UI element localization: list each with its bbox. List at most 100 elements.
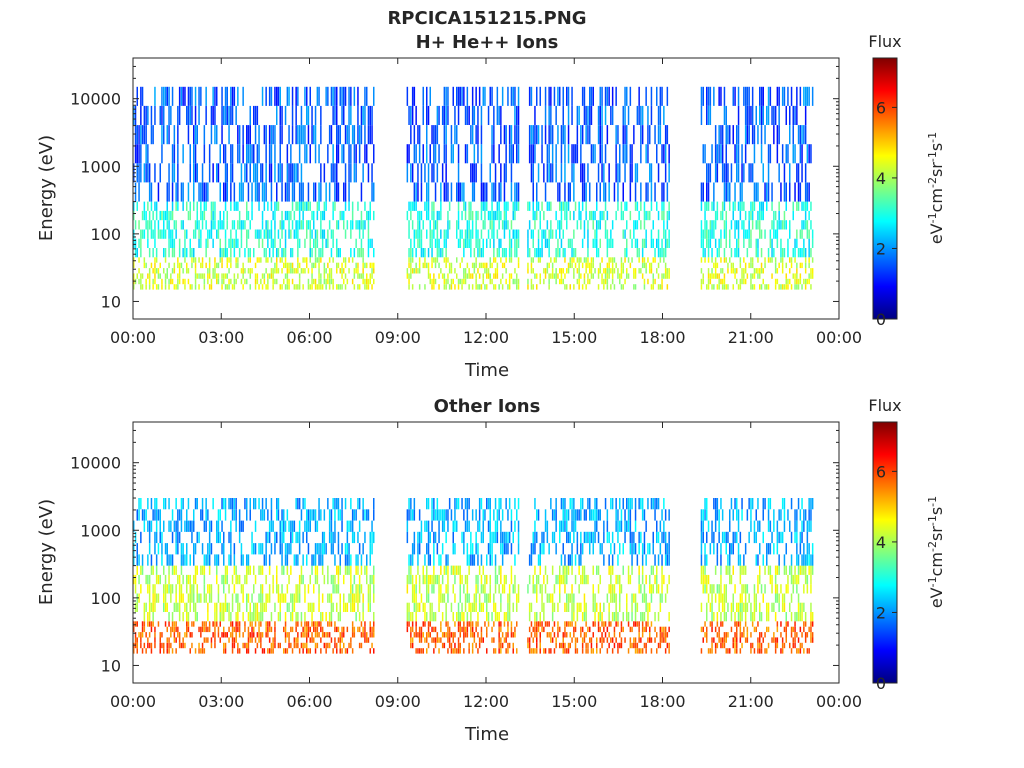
heatmap-cell: [148, 584, 151, 594]
heatmap-cell: [751, 201, 754, 211]
heatmap-cell: [159, 632, 161, 638]
heatmap-cell: [418, 531, 421, 544]
heatmap-cell: [757, 238, 759, 248]
heatmap-cell: [306, 201, 308, 211]
heatmap-cell: [366, 284, 368, 290]
heatmap-cell: [228, 105, 230, 125]
heatmap-cell: [633, 593, 635, 603]
heatmap-cell: [629, 498, 632, 510]
heatmap-cell: [562, 105, 564, 125]
heatmap-cell: [500, 520, 502, 532]
heatmap-cell: [544, 86, 547, 106]
heatmap-cell: [737, 144, 740, 164]
heatmap-cell: [567, 509, 570, 521]
heatmap-cell: [723, 86, 726, 106]
heatmap-cell: [212, 220, 214, 230]
heatmap-cell: [512, 229, 514, 239]
heatmap-cell: [505, 201, 507, 211]
heatmap-cell: [316, 238, 319, 248]
heatmap-cell: [585, 509, 587, 521]
heatmap-cell: [353, 125, 356, 145]
heatmap-cell: [408, 284, 410, 290]
heatmap-cell: [341, 637, 343, 643]
heatmap-cell: [145, 262, 147, 269]
heatmap-cell: [159, 531, 161, 544]
heatmap-cell: [543, 612, 545, 622]
heatmap-cell: [134, 602, 137, 612]
heatmap-cell: [290, 144, 292, 164]
heatmap-cell: [157, 593, 160, 603]
heatmap-cell: [298, 144, 301, 164]
heatmap-cell: [337, 584, 340, 594]
heatmap-cell: [328, 125, 331, 145]
heatmap-cell: [330, 574, 333, 585]
heatmap-cell: [371, 574, 373, 585]
heatmap-cell: [350, 642, 352, 649]
heatmap-cell: [517, 278, 520, 285]
heatmap-cell: [650, 268, 653, 274]
heatmap-cell: [610, 238, 612, 248]
heatmap-cell: [270, 648, 273, 654]
heatmap-cell: [358, 543, 361, 555]
heatmap-cell: [223, 278, 225, 285]
heatmap-cell: [709, 229, 712, 239]
heatmap-cell: [543, 648, 545, 654]
heatmap-cell: [493, 238, 495, 248]
heatmap-cell: [785, 105, 787, 125]
heatmap-cell: [348, 163, 350, 183]
heatmap-cell: [240, 268, 243, 274]
heatmap-cell: [720, 125, 722, 145]
heatmap-cell: [265, 220, 267, 230]
heatmap-cell: [249, 565, 251, 575]
heatmap-cell: [489, 509, 491, 521]
heatmap-cell: [343, 593, 345, 603]
heatmap-cell: [431, 584, 433, 594]
heatmap-cell: [417, 268, 419, 274]
heatmap-cell: [601, 543, 603, 555]
heatmap-cell: [503, 543, 506, 555]
heatmap-cell: [336, 602, 338, 612]
heatmap-cell: [790, 86, 793, 106]
heatmap-cell: [578, 262, 580, 269]
heatmap-cell: [537, 554, 540, 566]
heatmap-cell: [433, 163, 435, 183]
heatmap-cell: [471, 105, 474, 125]
heatmap-cell: [411, 220, 414, 230]
heatmap-cell: [560, 273, 563, 279]
heatmap-cell: [318, 262, 320, 269]
heatmap-cell: [140, 565, 142, 575]
heatmap-cell: [633, 268, 635, 274]
heatmap-cell: [417, 565, 419, 575]
heatmap-cell: [168, 220, 170, 230]
heatmap-cell: [494, 498, 497, 510]
heatmap-cell: [362, 163, 364, 183]
heatmap-cell: [478, 520, 481, 532]
heatmap-cell: [475, 163, 477, 183]
heatmap-cell: [663, 220, 665, 230]
heatmap-cell: [314, 632, 317, 638]
heatmap-cell: [235, 637, 237, 643]
heatmap-cell: [507, 626, 509, 633]
heatmap-cell: [298, 210, 301, 221]
heatmap-cell: [178, 273, 181, 279]
heatmap-cell: [277, 201, 280, 211]
heatmap-cell: [348, 642, 350, 649]
heatmap-cell: [594, 593, 596, 603]
heatmap-cell: [459, 278, 461, 285]
heatmap-cell: [320, 273, 322, 279]
heatmap-cell: [514, 238, 516, 248]
heatmap-cell: [163, 125, 165, 145]
heatmap-cell: [344, 125, 347, 145]
heatmap-cell: [463, 637, 465, 643]
heatmap-cell: [569, 593, 571, 603]
heatmap-cell: [191, 248, 193, 258]
heatmap-cell: [562, 125, 564, 145]
heatmap-cell: [571, 163, 573, 183]
heatmap-cell: [178, 248, 181, 258]
heatmap-cell: [473, 593, 476, 603]
heatmap-cell: [295, 626, 297, 633]
heatmap-cell: [180, 554, 183, 566]
heatmap-cell: [268, 273, 271, 279]
heatmap-cell: [429, 602, 431, 612]
heatmap-cell: [371, 632, 373, 638]
